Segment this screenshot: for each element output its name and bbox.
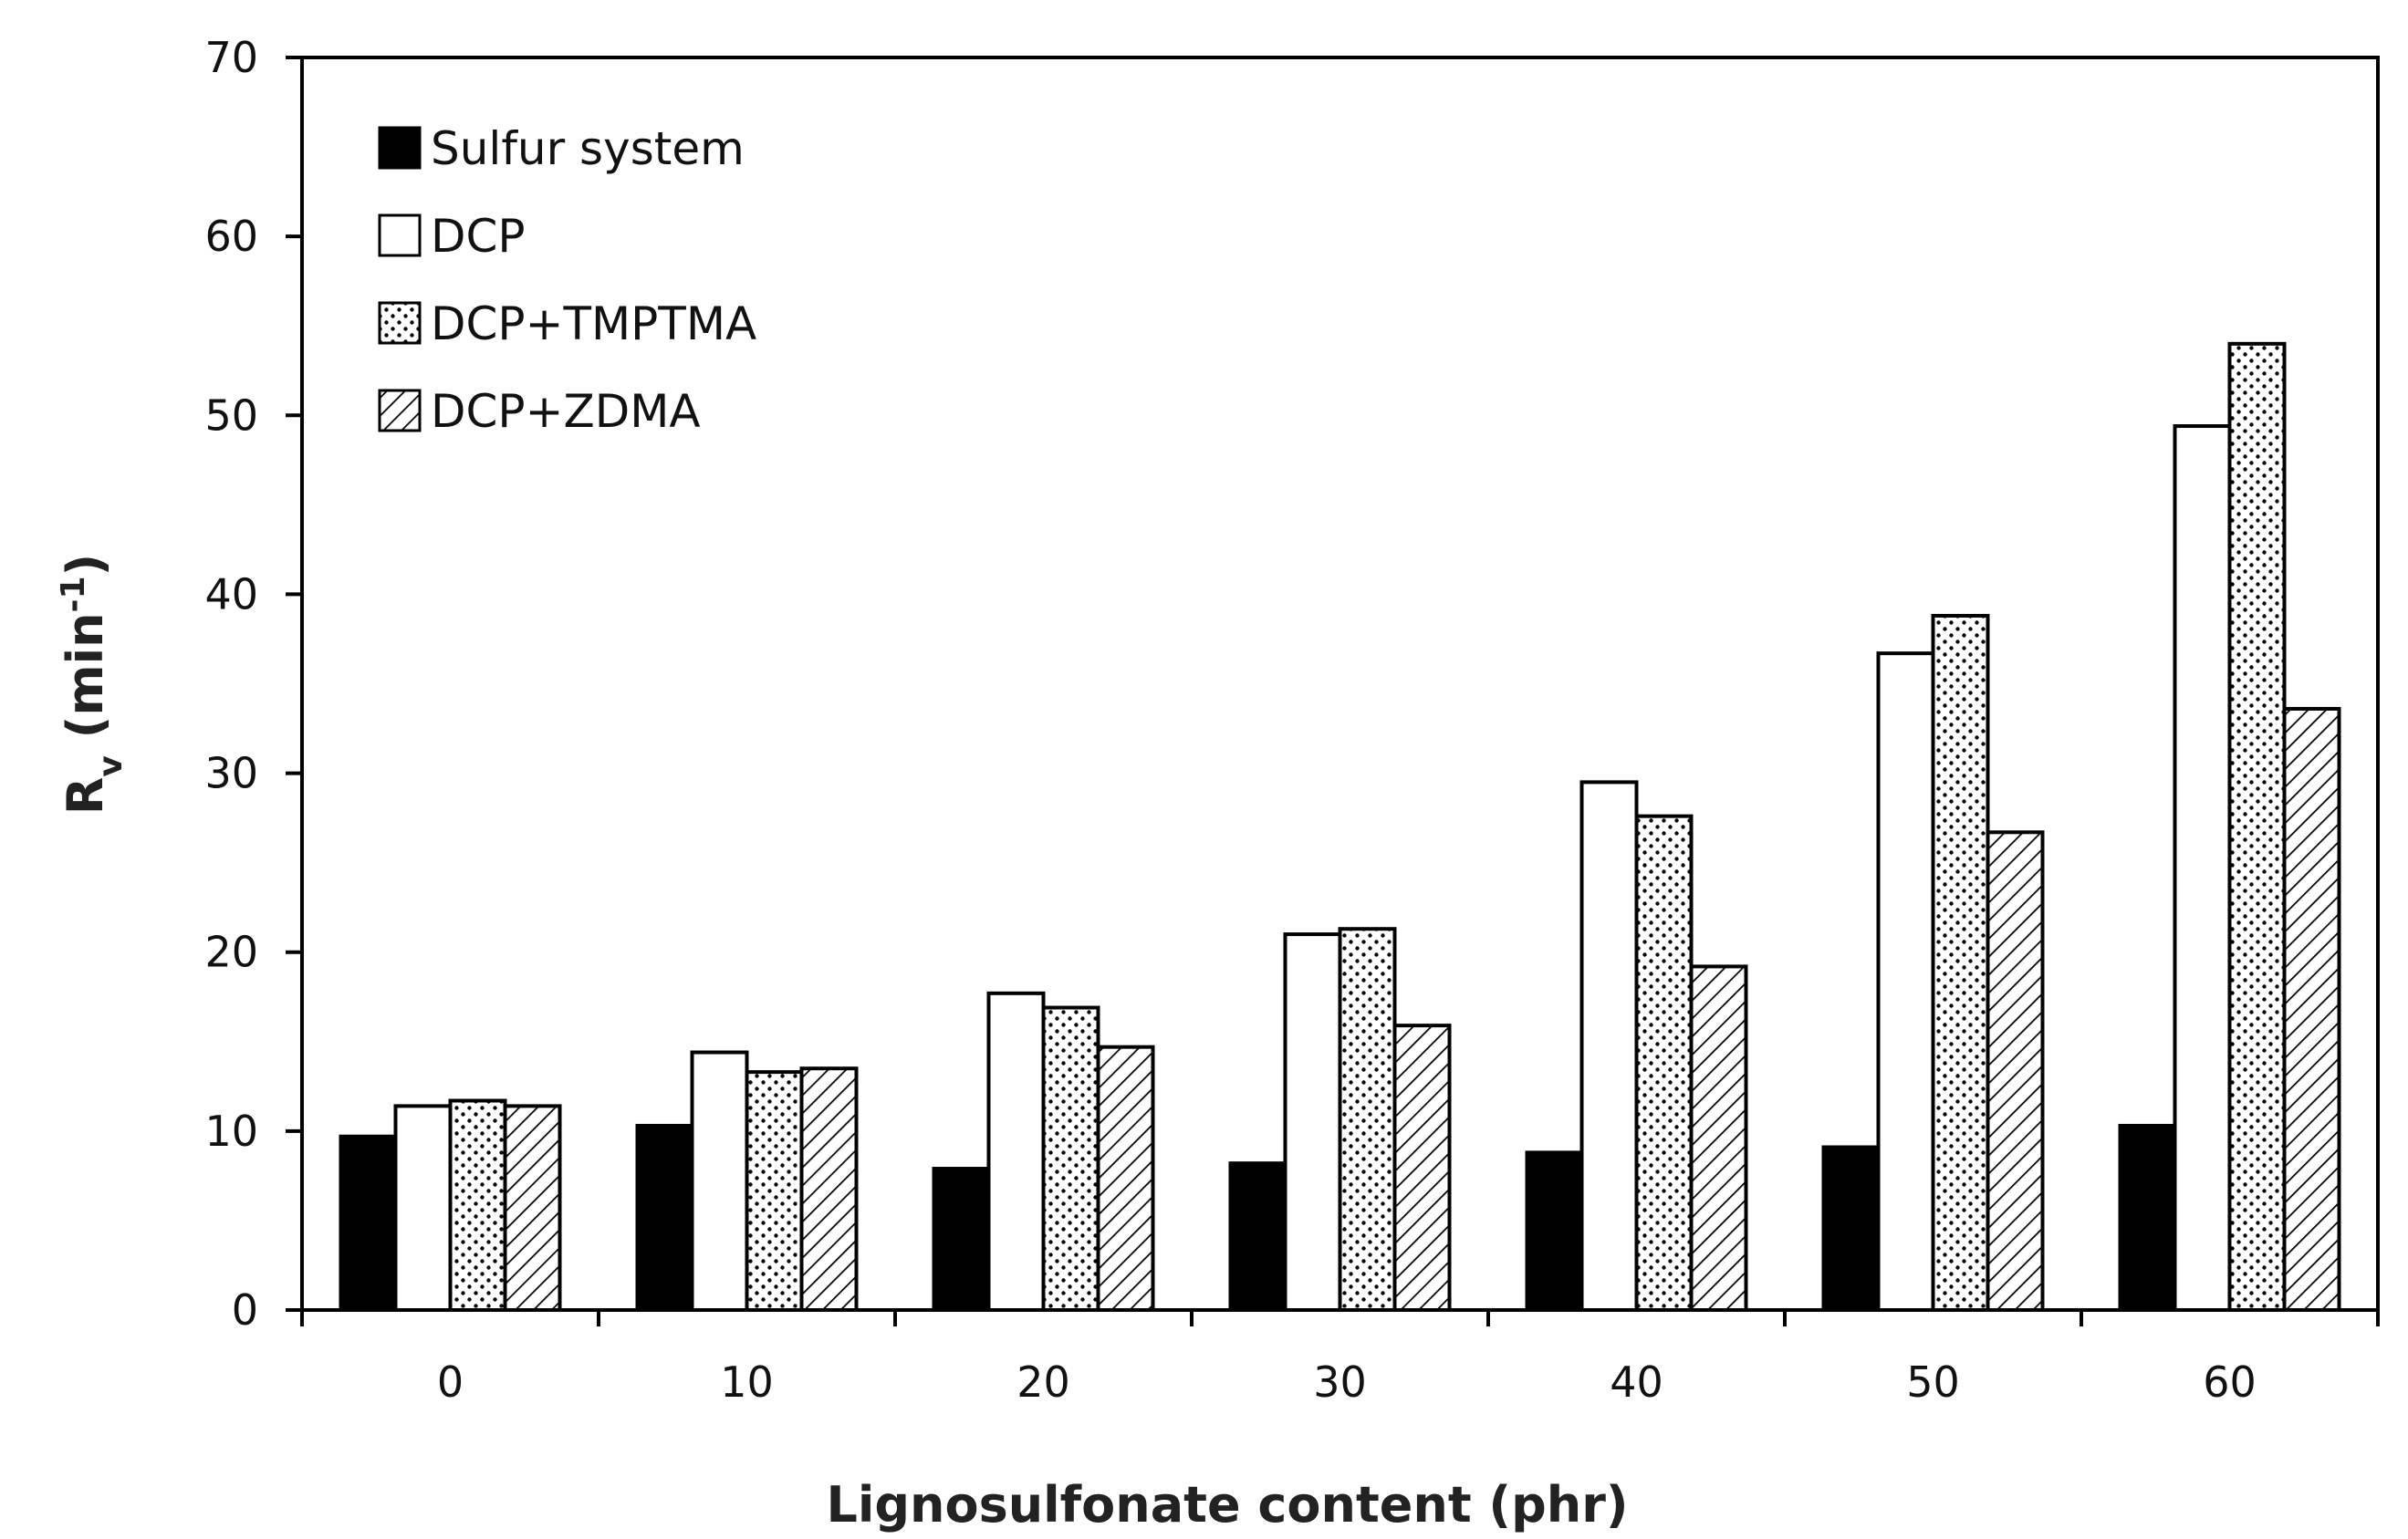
y-tick-label: 50 (204, 390, 258, 440)
x-axis: 0 10 20 30 40 50 60 (300, 1310, 2380, 1407)
y-axis-title-sup: -1 (55, 576, 92, 612)
bar (448, 1098, 507, 1312)
bar (1821, 1145, 1881, 1313)
bar (1096, 1045, 1155, 1313)
bar (799, 1066, 859, 1312)
legend-label: DCP+ZDMA (431, 385, 701, 438)
bar (1876, 651, 1935, 1312)
y-tick-label: 10 (204, 1107, 258, 1156)
bar (690, 1050, 749, 1313)
y-tick-label: 30 (204, 749, 258, 798)
bar (1525, 1150, 1584, 1312)
bar (503, 1104, 562, 1312)
bar (2118, 1123, 2177, 1313)
legend-label: DCP+TMPTMA (431, 297, 756, 350)
y-axis-title-main: R (57, 777, 114, 816)
legend-swatch (378, 301, 422, 345)
x-axis-title: Lignosulfonate content (phr) (826, 1476, 1628, 1534)
bar (1338, 927, 1397, 1312)
bar (986, 991, 1046, 1312)
y-axis: 0 10 20 30 40 50 60 70 (204, 33, 302, 1335)
y-axis-title-unit: (min (57, 612, 114, 755)
legend-label: DCP (431, 210, 526, 263)
bar (2173, 424, 2232, 1313)
bar (2282, 706, 2341, 1312)
y-tick-label: 0 (232, 1285, 258, 1335)
y-axis-title: Rv (min-1) (55, 554, 130, 815)
x-tick-label: 0 (437, 1357, 464, 1407)
y-axis-title-sub: v (92, 755, 130, 776)
bar (1634, 814, 1694, 1312)
bars (339, 341, 2341, 1313)
legend-label: Sulfur system (431, 122, 745, 175)
bar (2227, 341, 2287, 1312)
bar (339, 1134, 398, 1313)
bar (635, 1123, 694, 1313)
bar (1228, 1161, 1287, 1312)
legend-swatch (378, 213, 422, 257)
bar (1931, 613, 1990, 1312)
bar (393, 1104, 453, 1312)
bar (1041, 1005, 1100, 1312)
legend-swatch (378, 389, 422, 432)
bar (745, 1070, 804, 1312)
x-tick-label: 40 (1610, 1357, 1663, 1407)
y-tick-label: 60 (204, 212, 258, 261)
x-tick-label: 50 (1906, 1357, 1960, 1407)
bar (1689, 964, 1748, 1313)
bar (1283, 932, 1342, 1312)
x-tick-label: 30 (1313, 1357, 1367, 1407)
x-tick-label: 10 (720, 1357, 774, 1407)
y-tick-label: 40 (204, 569, 258, 619)
bar (1392, 1024, 1452, 1312)
x-tick-label: 20 (1016, 1357, 1070, 1407)
x-tick-label: 60 (2203, 1357, 2257, 1407)
y-tick-label: 20 (204, 928, 258, 977)
bar (932, 1167, 991, 1312)
bar (1579, 780, 1639, 1312)
legend: Sulfur system DCP DCP+TMPTMA DCP+ZDMA (378, 122, 756, 438)
bar (1986, 830, 2045, 1312)
y-tick-label: 70 (204, 33, 258, 82)
y-axis-title-close: ) (57, 554, 114, 577)
legend-swatch (378, 126, 422, 170)
